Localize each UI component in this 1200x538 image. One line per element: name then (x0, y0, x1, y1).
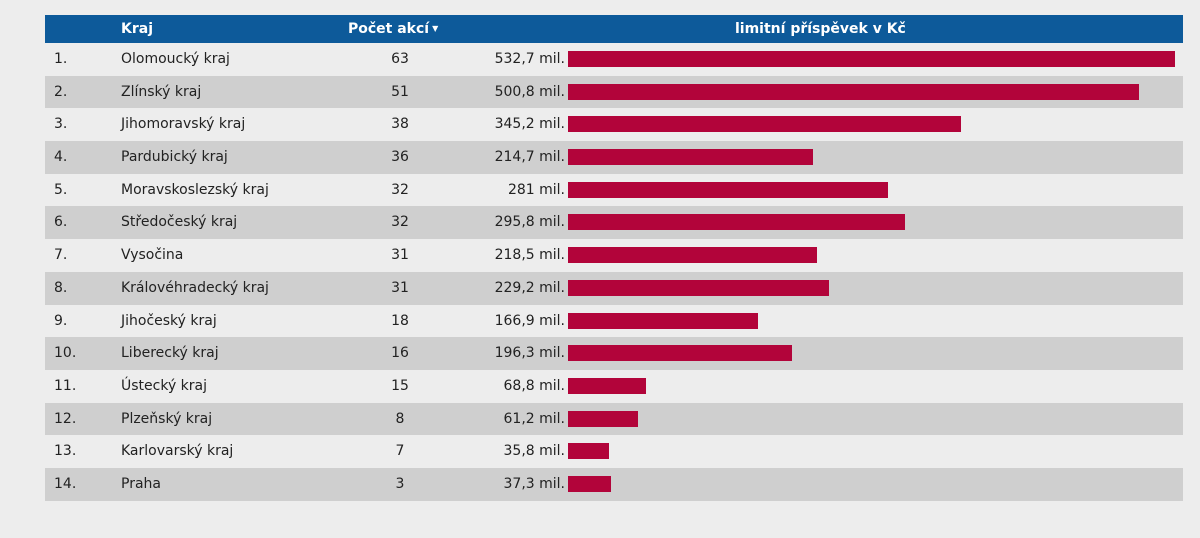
value-bar (568, 475, 611, 492)
pocet-cell: 32 (391, 181, 409, 198)
rank-cell: 13. (54, 443, 77, 460)
table-body: 1. Olomoucký kraj 63 532,7 mil. 2. Zlínský kr… (45, 43, 1183, 501)
kraj-cell: Pardubický kraj (121, 149, 228, 166)
kraj-cell: Karlovarský kraj (121, 443, 234, 460)
rank-cell: 2. (54, 83, 68, 100)
value-label: 214,7 mil. (494, 149, 565, 166)
value-bar (568, 116, 961, 133)
pocet-cell: 7 (395, 443, 405, 460)
value-bar (568, 443, 609, 460)
value-label: 35,8 mil. (503, 443, 566, 460)
kraj-cell: Královéhradecký kraj (121, 279, 269, 296)
kraj-cell: Praha (121, 475, 161, 492)
rank-cell: 3. (54, 116, 68, 133)
pocet-cell: 38 (391, 116, 409, 133)
value-label: 61,2 mil. (503, 410, 566, 427)
rank-cell: 6. (54, 214, 68, 231)
value-bar (568, 312, 758, 329)
kraj-cell: Olomoucký kraj (121, 51, 230, 67)
value-label: 37,3 mil. (503, 475, 566, 492)
value-label: 218,5 mil. (494, 247, 565, 264)
table-row: 5. Moravskoslezský kraj 32 281 mil. (45, 173, 1183, 207)
value-label: 500,8 mil. (494, 83, 565, 100)
kraj-cell: Moravskoslezský kraj (121, 181, 269, 198)
pocet-cell: 36 (391, 149, 409, 166)
value-label: 532,7 mil. (494, 51, 565, 67)
value-bar (568, 51, 1175, 67)
kraj-cell: Plzeňský kraj (121, 410, 213, 427)
kraj-cell: Středočeský kraj (121, 214, 238, 231)
value-label: 295,8 mil. (494, 214, 565, 231)
pocet-cell: 18 (391, 312, 409, 329)
table-row: 1. Olomoucký kraj 63 532,7 mil. (45, 43, 1183, 76)
table-header: Kraj Počet akcí ▼ limitní příspěvek v Kč (45, 15, 1183, 43)
kraj-cell: Vysočina (121, 247, 184, 264)
kraj-cell: Jihočeský kraj (121, 312, 217, 329)
header-pocet-akci[interactable]: Počet akcí ▼ (348, 15, 438, 43)
kraj-cell: Liberecký kraj (121, 345, 219, 362)
caret-down-icon: ▼ (432, 24, 439, 33)
pocet-cell: 31 (391, 279, 409, 296)
table-row: 13. Karlovarský kraj 7 35,8 mil. (45, 435, 1183, 468)
pocet-cell: 8 (395, 410, 405, 427)
kraj-cell: Zlínský kraj (121, 83, 202, 100)
table-row: 4. Pardubický kraj 36 214,7 mil. (45, 141, 1183, 174)
table-row: 6. Středočeský kraj 32 295,8 mil. (45, 206, 1183, 240)
rank-cell: 14. (54, 475, 77, 492)
value-bar (568, 181, 888, 198)
pocet-cell: 15 (391, 377, 409, 394)
value-bar (568, 377, 646, 394)
table-row: 9. Jihočeský kraj 18 166,9 mil. (45, 304, 1183, 338)
rank-cell: 12. (54, 410, 77, 427)
table-row: 12. Plzeňský kraj 8 61,2 mil. (45, 402, 1183, 436)
rank-cell: 8. (54, 279, 68, 296)
value-label: 196,3 mil. (494, 345, 565, 362)
table-row: 3. Jihomoravský kraj 38 345,2 mil. (45, 108, 1183, 142)
rank-cell: 7. (54, 247, 68, 264)
pocet-cell: 51 (391, 83, 409, 100)
value-bar (568, 410, 638, 427)
table-row: 8. Královéhradecký kraj 31 229,2 mil. (45, 271, 1183, 305)
rank-cell: 9. (54, 312, 68, 329)
rank-cell: 10. (54, 345, 77, 362)
pocet-cell: 31 (391, 247, 409, 264)
pocet-cell: 16 (391, 345, 409, 362)
table-row: 2. Zlínský kraj 51 500,8 mil. (45, 75, 1183, 109)
value-bar (568, 149, 813, 166)
rank-cell: 1. (54, 51, 68, 67)
value-bar (568, 83, 1139, 100)
rank-cell: 4. (54, 149, 68, 166)
table-row: 7. Vysočina 31 218,5 mil. (45, 239, 1183, 272)
kraj-cell: Jihomoravský kraj (121, 116, 246, 133)
rank-cell: 11. (54, 377, 77, 394)
table-row: 11. Ústecký kraj 15 68,8 mil. (45, 369, 1183, 403)
value-label: 281 mil. (507, 181, 565, 198)
header-limit[interactable]: limitní příspěvek v Kč (735, 21, 906, 37)
table-row: 14. Praha 3 37,3 mil. (45, 467, 1183, 501)
kraj-cell: Ústecký kraj (121, 377, 208, 394)
value-bar (568, 247, 817, 264)
value-label: 166,9 mil. (494, 312, 565, 329)
header-pocet-label: Počet akcí (348, 21, 430, 37)
pocet-cell: 3 (395, 475, 405, 492)
value-bar (568, 279, 829, 296)
value-label: 229,2 mil. (494, 279, 565, 296)
table-row: 10. Liberecký kraj 16 196,3 mil. (45, 337, 1183, 370)
value-label: 345,2 mil. (494, 116, 565, 133)
value-bar (568, 345, 792, 362)
value-bar (568, 214, 905, 231)
header-kraj[interactable]: Kraj (121, 21, 153, 37)
rank-cell: 5. (54, 181, 68, 198)
regions-table: Kraj Počet akcí ▼ limitní příspěvek v Kč … (45, 15, 1183, 501)
value-label: 68,8 mil. (503, 377, 566, 394)
pocet-cell: 63 (391, 51, 409, 67)
pocet-cell: 32 (391, 214, 409, 231)
